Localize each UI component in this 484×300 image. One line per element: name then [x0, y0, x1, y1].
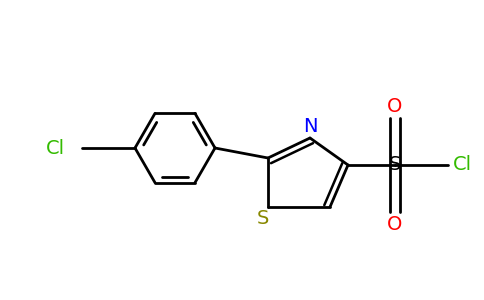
Text: S: S	[257, 209, 269, 229]
Text: N: N	[303, 116, 317, 136]
Text: Cl: Cl	[45, 139, 64, 158]
Text: O: O	[387, 214, 403, 233]
Text: O: O	[387, 97, 403, 116]
Text: Cl: Cl	[453, 155, 471, 175]
Text: S: S	[389, 155, 401, 175]
